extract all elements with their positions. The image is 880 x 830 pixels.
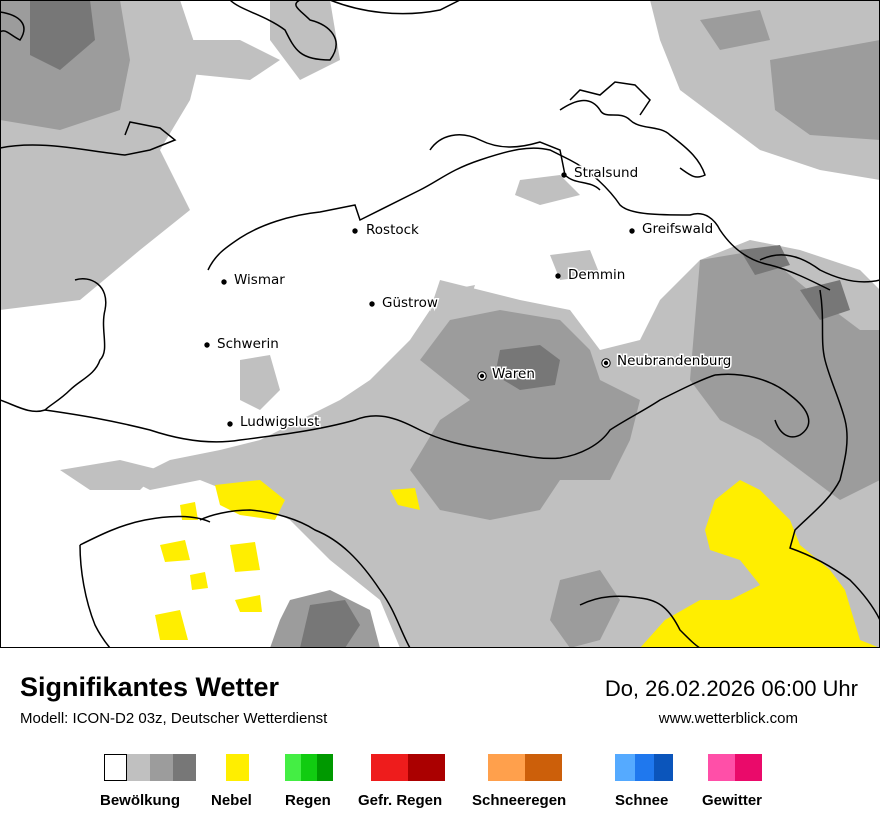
legend-label: Regen: [285, 792, 331, 809]
legend-swatch-sleet-heavy: [525, 754, 562, 781]
legend-swatch-sleet-light: [488, 754, 525, 781]
website-link[interactable]: www.wetterblick.com: [658, 710, 798, 727]
legend-swatch-rain-heavy: [317, 754, 333, 781]
city-guestrow: Güstrow: [369, 294, 439, 313]
legend-regen: Regen: [285, 754, 333, 809]
city-neubrandenburg: Neubrandenburg: [601, 352, 733, 371]
cloud-dark-area: [30, 0, 850, 648]
legend-swatch-cloud-light: [127, 754, 150, 781]
model-info: Modell: ICON-D2 03z, Deutscher Wetterdie…: [20, 710, 328, 727]
city-label-waren: Waren: [492, 366, 535, 382]
city-label-stralsund: Stralsund: [574, 165, 638, 181]
legend-label: Nebel: [211, 792, 252, 809]
legend-swatch-cloud-none: [104, 754, 127, 781]
legend-swatch-fog: [226, 754, 249, 781]
legend-schnee: Schnee: [615, 754, 673, 809]
fog-area: [155, 480, 880, 648]
city-label-neubrandenburg: Neubrandenburg: [617, 353, 731, 369]
legend-gewitter: Gewitter: [702, 754, 762, 809]
legend-swatch-rain-medium: [301, 754, 317, 781]
legend-label: Bewölkung: [100, 792, 181, 809]
legend-swatch-snow-medium: [635, 754, 654, 781]
city-label-rostock: Rostock: [366, 222, 419, 238]
city-label-ludwigslust: Ludwigslust: [240, 414, 319, 430]
legend-label: Gefr. Regen: [358, 792, 443, 809]
legend-bewoelkung: Bewölkung: [100, 754, 196, 809]
legend-nebel: Nebel: [211, 754, 252, 809]
legend-swatch-cloud-dark: [173, 754, 196, 781]
city-wismar: Wismar: [221, 271, 287, 290]
legend-swatch-cloud-medium: [150, 754, 173, 781]
city-greifswald: Greifswald: [629, 220, 715, 239]
footer-panel: Signifikantes Wetter Modell: ICON-D2 03z…: [0, 648, 880, 830]
legend-swatch-snow-heavy: [654, 754, 673, 781]
city-waren: Waren: [477, 365, 536, 384]
legend-swatch-freezing-rain-heavy: [408, 754, 445, 781]
city-schwerin: Schwerin: [204, 335, 280, 354]
city-demmin: Demmin: [555, 266, 627, 285]
legend-swatch-freezing-rain-light: [371, 754, 408, 781]
legend-swatch-thunderstorm-light: [708, 754, 735, 781]
legend-schneeregen: Schneeregen: [472, 754, 566, 809]
legend-label: Schnee: [615, 792, 669, 809]
legend-swatch-snow-light: [615, 754, 635, 781]
map-canvas: Stralsund Rostock Greifswald Wismar Demm…: [0, 0, 880, 649]
city-ludwigslust: Ludwigslust: [227, 413, 321, 432]
legend-swatch-thunderstorm-heavy: [735, 754, 762, 781]
city-stralsund: Stralsund: [561, 164, 640, 183]
city-rostock: Rostock: [352, 221, 421, 240]
city-label-greifswald: Greifswald: [642, 221, 713, 237]
forecast-datetime: Do, 26.02.2026 06:00 Uhr: [604, 676, 858, 701]
city-label-schwerin: Schwerin: [217, 336, 279, 352]
legend-label: Gewitter: [702, 792, 763, 809]
weather-map: Stralsund Rostock Greifswald Wismar Demm…: [0, 0, 880, 649]
city-label-demmin: Demmin: [568, 267, 625, 283]
city-label-wismar: Wismar: [234, 272, 285, 288]
city-label-guestrow: Güstrow: [382, 295, 438, 311]
legend-swatch-rain-light: [285, 754, 301, 781]
legend-label: Schneeregen: [472, 792, 567, 809]
coastline-borders: [0, 0, 880, 649]
legend-gefr-regen: Gefr. Regen: [358, 754, 445, 809]
page-title: Signifikantes Wetter: [20, 672, 280, 702]
